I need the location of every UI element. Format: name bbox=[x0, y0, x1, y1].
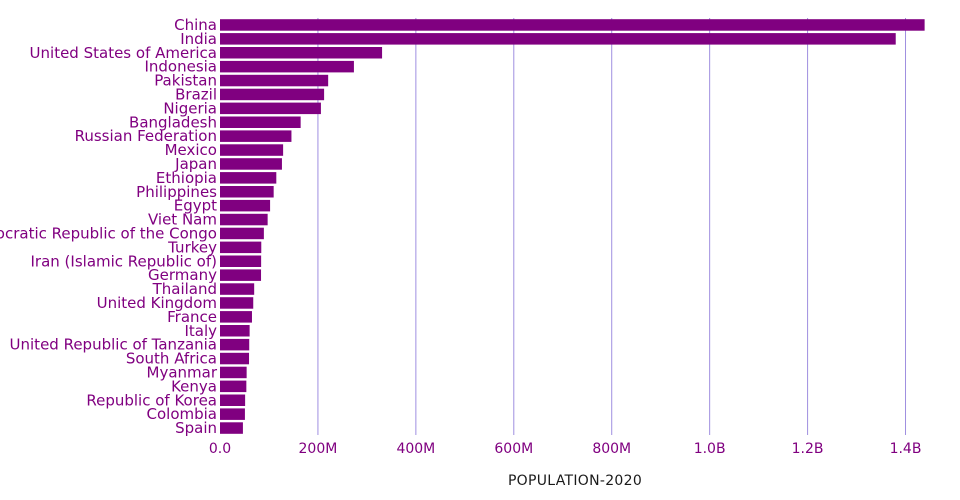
bar bbox=[220, 255, 262, 267]
bar bbox=[220, 227, 264, 240]
x-tick-label: 200M bbox=[299, 441, 338, 457]
category-label: Egypt bbox=[174, 197, 217, 215]
bar bbox=[220, 408, 245, 420]
bar bbox=[220, 144, 284, 156]
bars bbox=[220, 19, 925, 434]
bar bbox=[220, 158, 282, 170]
category-label: Viet Nam bbox=[148, 211, 217, 229]
category-label: Republic of Korea bbox=[86, 391, 217, 409]
bar bbox=[220, 88, 325, 101]
bar bbox=[220, 172, 277, 184]
bar bbox=[220, 338, 250, 351]
x-tick-label: 0.0 bbox=[209, 441, 231, 457]
category-label: Spain bbox=[175, 419, 217, 437]
x-tick-label: 1.2B bbox=[792, 441, 824, 457]
category-label: Turkey bbox=[167, 238, 217, 256]
category-label: Germany bbox=[148, 266, 217, 284]
x-tick-label: 400M bbox=[396, 441, 435, 457]
bar bbox=[220, 102, 321, 115]
bar bbox=[220, 47, 383, 59]
bar bbox=[220, 269, 262, 281]
category-label: Ethiopia bbox=[156, 169, 217, 187]
bar bbox=[220, 74, 329, 87]
category-label: United States of America bbox=[30, 44, 217, 62]
category-label: Democratic Republic of the Congo bbox=[0, 224, 217, 242]
bar bbox=[220, 283, 255, 295]
x-tick-label: 800M bbox=[592, 441, 631, 457]
category-label: Philippines bbox=[136, 183, 217, 201]
bar bbox=[220, 325, 250, 337]
bar bbox=[220, 394, 246, 406]
category-label: Iran (Islamic Republic of) bbox=[31, 252, 218, 270]
bar bbox=[220, 199, 271, 212]
category-label: Myanmar bbox=[147, 363, 218, 381]
category-label: Indonesia bbox=[144, 58, 217, 76]
category-label: Italy bbox=[184, 322, 217, 340]
category-label: South Africa bbox=[126, 350, 217, 368]
x-axis-title: POPULATION-2020 bbox=[508, 473, 642, 489]
bar bbox=[220, 366, 247, 379]
category-label: Thailand bbox=[152, 280, 217, 298]
bar bbox=[220, 116, 301, 128]
category-label: United Kingdom bbox=[97, 294, 217, 312]
bar bbox=[220, 311, 252, 323]
x-tick-labels: 0.0 200M 400M 600M 800M 1.0B 1.2B 1.4B bbox=[209, 441, 922, 457]
category-label: France bbox=[167, 308, 217, 326]
category-label: Kenya bbox=[171, 377, 217, 395]
x-tick-label: 1.0B bbox=[694, 441, 726, 457]
bar bbox=[220, 130, 292, 142]
bar bbox=[220, 241, 262, 254]
bar bbox=[220, 60, 354, 73]
bar bbox=[220, 186, 274, 198]
category-label: Brazil bbox=[175, 85, 217, 103]
bar bbox=[220, 352, 250, 365]
category-label: India bbox=[180, 30, 217, 48]
x-tick-label: 1.4B bbox=[890, 441, 922, 457]
category-label: Japan bbox=[174, 155, 217, 173]
bar bbox=[220, 297, 254, 309]
bar bbox=[220, 380, 247, 393]
category-label: Bangladesh bbox=[129, 113, 217, 131]
x-tick-label: 600M bbox=[494, 441, 533, 457]
category-label: Russian Federation bbox=[75, 127, 217, 145]
bar bbox=[220, 33, 896, 45]
grid-lines bbox=[317, 18, 907, 435]
category-label: Pakistan bbox=[154, 72, 217, 90]
bar bbox=[220, 213, 268, 226]
bar bbox=[220, 19, 925, 31]
category-label: China bbox=[174, 16, 217, 34]
category-label: Mexico bbox=[165, 141, 217, 159]
category-label: Colombia bbox=[147, 405, 218, 423]
category-label: United Republic of Tanzania bbox=[10, 336, 217, 354]
category-label: Nigeria bbox=[163, 99, 217, 117]
bar bbox=[220, 422, 243, 434]
